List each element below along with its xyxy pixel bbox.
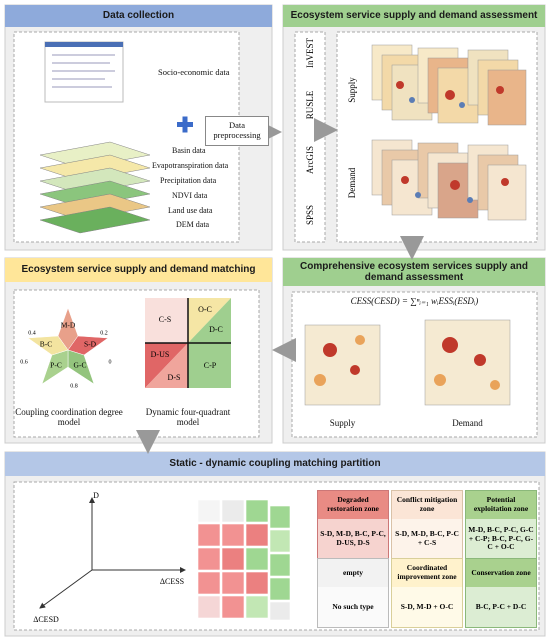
- zone-name: Coordinated improvement zone: [392, 559, 462, 587]
- layer-label: Precipitation data: [160, 176, 217, 185]
- axis-label: ΔCESS: [160, 577, 184, 586]
- row-label: Supply: [347, 77, 357, 103]
- headers: [5, 5, 545, 476]
- layer-label: NDVI data: [172, 191, 208, 200]
- document-icon: [44, 41, 124, 103]
- axis-label: ΔCESD: [33, 615, 59, 624]
- star-scale: 0.2: [100, 330, 108, 336]
- cube-grid: [197, 499, 291, 621]
- zone: Conflict mitigation zone S-D, M-D, B-C, …: [391, 490, 463, 560]
- zone: Coordinated improvement zone S-D, M-D + …: [391, 558, 463, 628]
- panel-title: Static - dynamic coupling matching parti…: [169, 458, 381, 470]
- zone-name: Conservation zone: [466, 559, 536, 587]
- axes-3d: [39, 497, 186, 609]
- layer-label: DEM data: [176, 220, 210, 229]
- zone-types: S-D, M-D + O-C: [392, 587, 462, 627]
- zone-name: Potential exploitation zone: [466, 491, 536, 519]
- star-scale: 0.6: [20, 359, 28, 365]
- star-label: G-C: [74, 361, 87, 370]
- quadrant-label: O-C: [198, 305, 212, 314]
- star-scale: 0: [109, 359, 112, 365]
- zone-types: M-D, B-C, P-C, G-C + C-P; B-C, P-C, G-C …: [466, 519, 536, 559]
- quadrant-label: D-US: [151, 350, 170, 359]
- zone-name: Degraded restoration zone: [318, 491, 388, 519]
- zone-types: B-C, P-C + D-C: [466, 587, 536, 627]
- star: [27, 307, 109, 385]
- zone: Conservation zone B-C, P-C + D-C: [465, 558, 537, 628]
- layer-label: Basin data: [172, 146, 206, 155]
- axis-text: D ΔCESS ΔCESD: [33, 491, 184, 624]
- zone-name: empty: [318, 559, 388, 587]
- panel-title: Comprehensive ecosystem services supply …: [300, 260, 528, 284]
- zone-types: No such type: [318, 587, 388, 627]
- zone-types: S-D, M-D, B-C, P-C + C-S: [392, 519, 462, 559]
- preprocessing-box: Data preprocessing: [205, 116, 269, 146]
- zone-name: Conflict mitigation zone: [392, 491, 462, 519]
- zone: empty No such type: [317, 558, 389, 628]
- label: Socio-economic data: [158, 67, 230, 77]
- quadrant-label: C-P: [204, 361, 217, 370]
- zone-types: S-D, M-D, B-C, P-C, D-US, D-S: [318, 519, 388, 559]
- tool-label: SPSS: [305, 204, 315, 226]
- formula: CESS(CESD) = ∑ⁿᵢ₌₁ wᵢESSᵢ(ESDᵢ): [350, 296, 479, 306]
- quadrant-label: C-S: [159, 315, 171, 324]
- caption: Supply: [329, 418, 356, 428]
- panel-title: Ecosystem service supply and demand asse…: [290, 10, 538, 22]
- quadrant-label: D-C: [209, 325, 223, 334]
- quadrant-chart: [145, 298, 231, 388]
- layer-label: Land use data: [168, 206, 213, 215]
- quadrant-label: D-S: [168, 373, 181, 382]
- panel-title: Data collection: [102, 10, 175, 22]
- star-scale: 0.8: [70, 383, 78, 389]
- star-label: P-C: [50, 361, 62, 370]
- zone: Potential exploitation zone M-D, B-C, P-…: [465, 490, 537, 560]
- star-text: M-D S-D G-C P-C B-C 0.4 0.2 0.6 0 0.8: [20, 321, 111, 390]
- star-label: S-D: [84, 340, 97, 349]
- layer-label: Evapotranspiration data: [152, 161, 229, 170]
- tool-label: ArcGIS: [305, 146, 315, 174]
- star-label: B-C: [40, 340, 53, 349]
- quadrant-text: C-S O-C D-C D-US D-S C-P: [151, 305, 223, 382]
- map-stacks: [304, 44, 527, 406]
- data-layers: [39, 141, 151, 234]
- tool-label: RUSLE: [305, 90, 315, 120]
- zone: Degraded restoration zone S-D, M-D, B-C,…: [317, 490, 389, 560]
- tool-label: InVEST: [305, 38, 315, 68]
- row-label: Demand: [347, 167, 357, 199]
- plus-icon: [177, 116, 193, 133]
- panel-title: Ecosystem service supply and demand matc…: [21, 264, 256, 276]
- caption: Dynamic four-quadrant model: [145, 407, 231, 428]
- caption: Coupling coordination degree model: [15, 407, 123, 428]
- star-label: M-D: [61, 321, 76, 330]
- axis-label: D: [93, 491, 99, 500]
- star-scale: 0.4: [28, 330, 36, 336]
- caption: Demand: [452, 418, 483, 428]
